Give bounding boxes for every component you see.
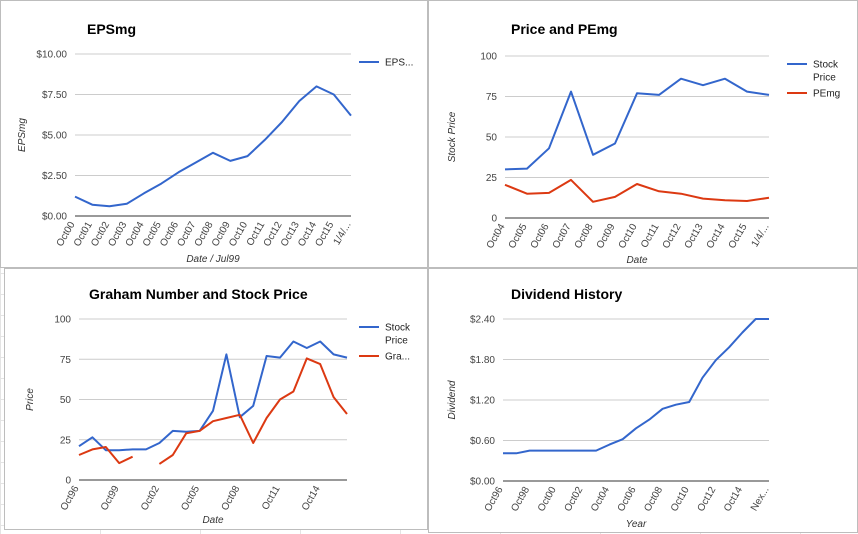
chart-panel-dividend: Dividend History $0.00 $0.60 $1.20 $1.80 $2.4… [428,268,858,533]
series-line-0 [78,340,348,452]
x-tick-label: Oct09 [595,222,618,251]
x-tick-label: Oct99 [99,484,122,513]
y-tick-label: 25 [486,173,498,184]
x-tick-label: Oct12 [696,485,719,514]
x-tick-label: Oct08 [573,222,596,251]
legend-label: EPS... [385,58,413,69]
chart-title: Dividend History [511,286,622,302]
x-tick-label: Oct07 [551,222,574,251]
y-tick-label: $0.00 [42,212,67,223]
y-tick-label: $2.40 [470,315,495,326]
y-tick-label: $1.80 [470,355,495,366]
chart-epsmg: EPSmg$0.00$2.50$5.00$7.50$10.00Oct00Oct0… [17,21,413,265]
legend-label: Price [385,336,408,347]
x-axis-label: Date [626,255,648,266]
legend-label: Price [813,73,836,84]
y-tick-label: $7.50 [42,90,67,101]
x-tick-label: Oct02 [139,484,162,513]
y-tick-label: 0 [65,476,71,487]
x-tick-label: Oct14 [300,484,323,513]
y-tick-label: 50 [60,395,72,406]
chart-graham: Graham Number and Stock Price 0 25 50 75 100 O… [25,286,411,526]
chart-title: Graham Number and Stock Price [89,286,308,302]
y-axis-label: EPSmg [17,118,28,152]
y-tick-label: $1.20 [470,396,495,407]
chart-title: Price and PEmg [511,21,618,37]
x-tick-label: Oct02 [563,485,586,514]
series-line-1 [78,446,134,465]
x-tick-label: Oct08 [220,484,243,513]
x-tick-label: Nex... [749,485,772,513]
y-tick-label: 100 [480,52,497,63]
chart-panel-graham: Graham Number and Stock Price 0 25 50 75 100 O… [4,268,428,530]
x-tick-label: Oct06 [529,222,552,251]
x-tick-label: Oct04 [589,485,612,514]
series-line-0 [503,318,769,455]
x-axis-label: Date [202,515,224,526]
x-tick-label: Oct96 [483,485,506,514]
x-tick-label: Oct13 [683,222,706,251]
chart-title: EPSmg [87,21,136,37]
x-tick-label: Oct04 [485,222,508,251]
series-line-0 [504,77,770,171]
x-tick-label: Oct14 [722,485,745,514]
x-tick-label: 1/4/... [332,220,354,247]
y-tick-label: $2.50 [42,171,67,182]
legend-label: PEmg [813,89,840,100]
y-axis-label: Price [25,388,36,411]
chart-dividend: Dividend History $0.00 $0.60 $1.20 $1.80 $2.4… [447,286,772,530]
x-tick-label: Oct15 [727,222,750,251]
x-tick-label: Oct08 [642,485,665,514]
y-axis-label: Stock Price [447,111,458,162]
x-axis-label: Date / Jul99 [186,254,240,265]
y-tick-label: $0.00 [470,477,495,488]
x-axis-label: Year [626,519,647,530]
y-tick-label: $0.60 [470,436,495,447]
chart-panel-price-pemg: Price and PEmg 0 25 50 75 100 Oct04 Oct05 Oct06 O… [428,0,858,268]
x-tick-label: Oct11 [639,222,662,250]
x-tick-label: Oct10 [617,222,640,251]
x-tick-label: Oct06 [616,485,639,514]
series-line-1 [504,178,770,203]
x-tick-label: Oct05 [507,222,530,251]
x-tick-label: Oct00 [536,485,559,514]
legend-label: Gra... [385,352,410,363]
x-tick-label: Oct96 [59,484,82,513]
y-tick-label: $5.00 [42,131,67,142]
y-tick-label: 100 [54,315,71,326]
y-tick-label: 75 [486,92,498,103]
y-tick-label: 0 [491,214,497,225]
x-tick-label: Oct15 [313,220,336,249]
y-axis-label: Dividend [447,380,458,419]
y-tick-label: 25 [60,435,72,446]
x-tick-label: Oct12 [661,222,684,251]
legend-label: Stock [813,60,839,71]
y-tick-label: 50 [486,133,498,144]
y-tick-label: $10.00 [36,50,67,61]
legend-label: Stock [385,323,411,334]
y-tick-label: 75 [60,355,72,366]
x-tick-label: Oct14 [705,222,728,251]
x-tick-label: Oct10 [669,485,692,514]
x-tick-label: Oct05 [179,484,202,513]
series-line-0 [74,85,352,208]
x-tick-label: 1/4/... [750,222,772,249]
series-line-1 [158,357,348,465]
x-tick-label: Oct98 [509,485,532,514]
x-tick-label: Oct11 [260,484,283,512]
chart-panel-epsmg: EPSmg $0.00 $2.50 $5.00 $7.50 $10.00 Oct00 Oct0… [0,0,428,268]
